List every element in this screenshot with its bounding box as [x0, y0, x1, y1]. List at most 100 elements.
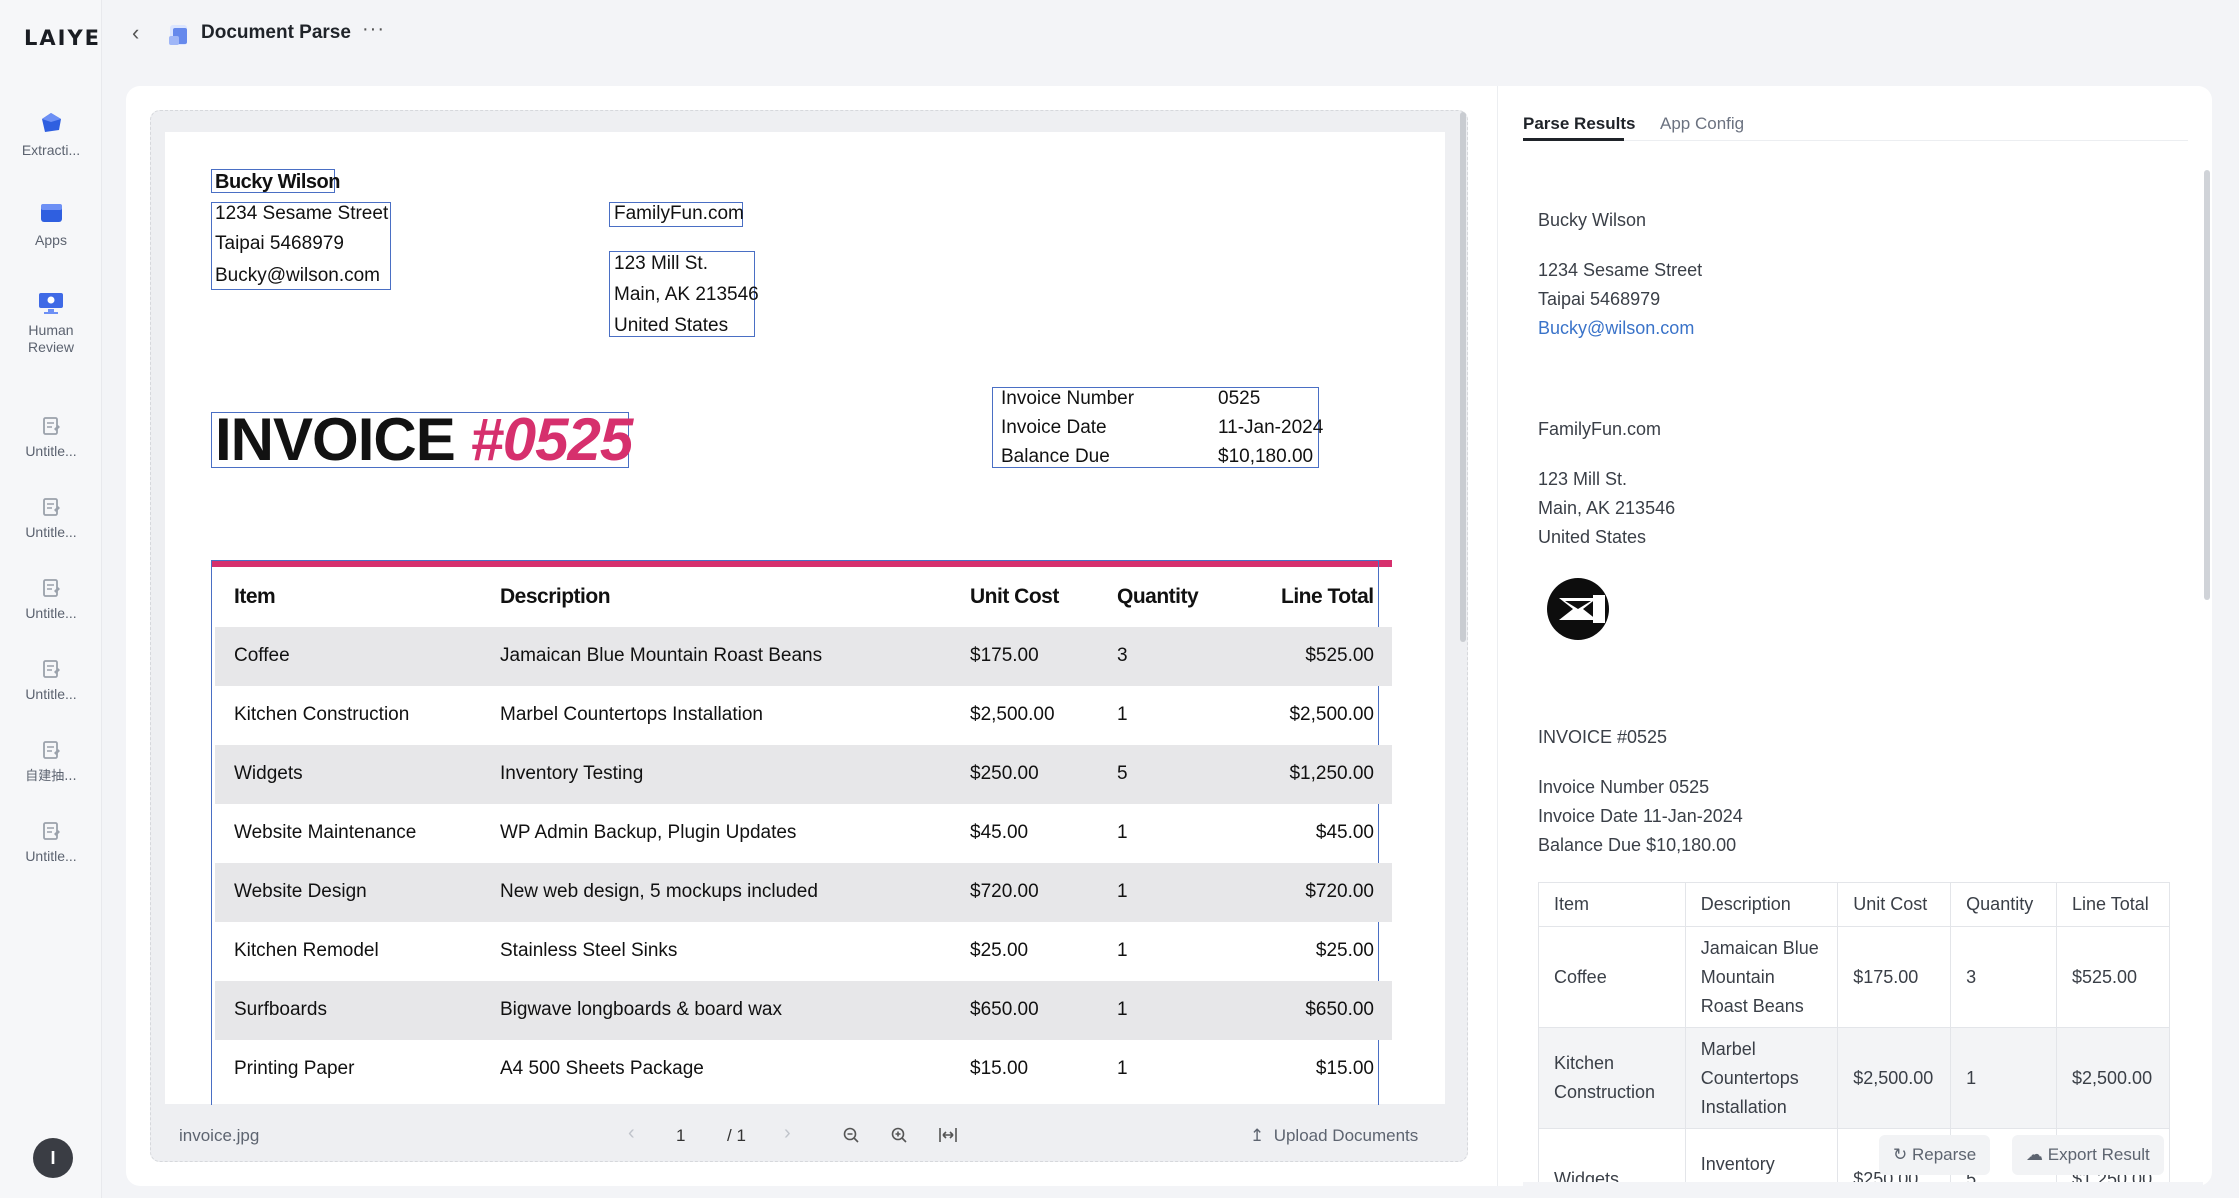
nav-item-untitled-1[interactable]: Untitle...	[0, 415, 102, 460]
cell-description: WP Admin Backup, Plugin Updates	[500, 822, 797, 843]
export-label: Export Result	[2047, 1145, 2150, 1164]
cell-item: Coffee	[234, 645, 290, 666]
meta-label: Invoice Date	[1001, 417, 1107, 438]
table-row: Kitchen Construction Marbel Countertops …	[1538, 1027, 2170, 1129]
document-icon	[43, 660, 60, 678]
result-street2: 123 Mill St.	[1538, 469, 1628, 489]
laiye-logo: LAIYE	[24, 26, 101, 50]
zoom-in-icon[interactable]	[890, 1126, 910, 1146]
bbox-invoice-meta	[992, 387, 1319, 468]
cell-unit-cost: $720.00	[970, 881, 1039, 902]
nav-label: Untitle...	[25, 443, 77, 459]
nav-item-apps[interactable]: Apps	[0, 200, 102, 249]
sender-city: Taipai 5468979	[215, 233, 344, 254]
cell-description: Marbel Countertops Installation	[500, 704, 763, 725]
cell-description: New web design, 5 mockups included	[500, 881, 818, 902]
upload-label: Upload Documents	[1273, 1126, 1419, 1145]
more-options-icon[interactable]: ···	[362, 18, 385, 40]
cell-unit-cost: $15.00	[970, 1058, 1029, 1079]
cell-line-total: $15.00	[1315, 1058, 1374, 1079]
cell-line-total: $1,250.00	[1289, 763, 1374, 784]
upload-icon: ↥	[1250, 1126, 1265, 1145]
result-city2: Main, AK 213546	[1538, 498, 1676, 518]
viewer-toolbar: invoice.jpg ‹ 1 / 1 › ↥ Upload Documents	[150, 1112, 1468, 1162]
cell-quantity: 1	[1117, 940, 1128, 961]
reparse-label: Reparse	[1911, 1145, 1977, 1164]
human-review-icon	[39, 293, 63, 314]
bbox-company-site	[609, 202, 743, 227]
table-row: Website Design New web design, 5 mockups…	[215, 863, 1392, 922]
meta-value: $10,180.00	[1218, 446, 1314, 467]
apps-icon	[41, 204, 62, 222]
cell-quantity: 1	[1117, 1058, 1128, 1079]
viewer-scrollbar[interactable]	[1460, 112, 1466, 642]
col-header-item: Item	[234, 585, 276, 608]
cell-item: Kitchen Construction	[234, 704, 410, 725]
cell-description: A4 500 Sheets Package	[500, 1058, 704, 1079]
sender-name: Bucky Wilson	[215, 171, 340, 193]
cell-unit-cost: $2,500.00	[970, 704, 1055, 725]
nav-item-human-review[interactable]: Human Review	[0, 290, 102, 356]
next-page-icon[interactable]: ›	[784, 1122, 791, 1144]
company-country: United States	[614, 315, 729, 336]
fit-width-icon[interactable]	[937, 1125, 959, 1145]
zoom-out-icon[interactable]	[842, 1126, 862, 1146]
col-header: Line Total	[2056, 882, 2170, 927]
cell-quantity: 1	[1117, 999, 1128, 1020]
cell: Coffee	[1538, 926, 1686, 1028]
nav-item-extraction[interactable]: Extracti...	[0, 110, 102, 159]
back-arrow-icon[interactable]: ‹	[132, 20, 140, 45]
nav-label: Human Review	[28, 322, 74, 355]
document-icon	[43, 741, 60, 759]
col-header: Quantity	[1950, 882, 2057, 927]
avatar[interactable]: I	[33, 1138, 73, 1178]
bbox-items-table	[211, 560, 1379, 1105]
nav-label: Extracti...	[21, 142, 81, 158]
table-row: Kitchen Construction Marbel Countertops …	[215, 686, 1392, 745]
cell-unit-cost: $25.00	[970, 940, 1029, 961]
nav-item-custom-extract[interactable]: 自建抽...	[0, 739, 102, 785]
meta-value: 11-Jan-2024	[1218, 417, 1324, 438]
nav-item-untitled-2[interactable]: Untitle...	[0, 496, 102, 541]
result-email-link[interactable]: Bucky@wilson.com	[1538, 318, 1695, 338]
cloud-upload-icon: ☁	[2026, 1145, 2043, 1164]
nav-label: Untitle...	[25, 686, 77, 702]
nav-item-untitled-4[interactable]: Untitle...	[0, 658, 102, 703]
cell-line-total: $2,500.00	[1289, 704, 1374, 725]
prev-page-icon[interactable]: ‹	[628, 1122, 635, 1144]
export-result-button[interactable]: ☁ Export Result	[2012, 1135, 2164, 1175]
nav-item-untitled-3[interactable]: Untitle...	[0, 577, 102, 622]
extraction-icon	[42, 113, 61, 132]
reparse-button[interactable]: ↻ Reparse	[1879, 1135, 1991, 1175]
table-row: Printing Paper A4 500 Sheets Package $15…	[215, 1040, 1392, 1099]
document-icon	[43, 579, 60, 597]
cell: $2,500.00	[2056, 1027, 2170, 1129]
cell: $2,500.00	[1837, 1027, 1952, 1129]
col-header: Description	[1684, 882, 1839, 927]
tab-parse-results[interactable]: Parse Results	[1523, 114, 1636, 133]
invoice-title: INVOICE #0525	[215, 405, 633, 474]
cell: $175.00	[1837, 926, 1952, 1028]
cell: Kitchen Construction	[1538, 1027, 1686, 1129]
result-invoice-date: Invoice Date 11-Jan-2024	[1538, 806, 1743, 826]
bbox-sender-name	[211, 169, 335, 193]
page-number-input[interactable]: 1	[676, 1126, 686, 1145]
page-title: Document Parse	[201, 22, 351, 43]
nav-label: Untitle...	[25, 524, 77, 540]
tab-app-config[interactable]: App Config	[1660, 114, 1745, 133]
document-icon	[43, 417, 60, 435]
cell: Marbel Countertops Installation	[1684, 1027, 1839, 1129]
meta-value: 0525	[1218, 388, 1261, 409]
refresh-icon: ↻	[1893, 1145, 1908, 1164]
tabs-divider	[1523, 140, 2188, 141]
document-icon	[43, 498, 60, 516]
nav-label: 自建抽...	[25, 769, 77, 784]
table-header-row: Item Description Unit Cost Quantity Line…	[1538, 882, 2170, 927]
result-street: 1234 Sesame Street	[1538, 260, 1703, 280]
results-scrollbar[interactable]	[2204, 170, 2210, 600]
table-clip	[1523, 1182, 2203, 1198]
bbox-invoice-title	[211, 412, 629, 468]
upload-documents-button[interactable]: ↥ Upload Documents	[1250, 1126, 1418, 1146]
col-header: Item	[1538, 882, 1686, 927]
nav-item-untitled-5[interactable]: Untitle...	[0, 820, 102, 865]
